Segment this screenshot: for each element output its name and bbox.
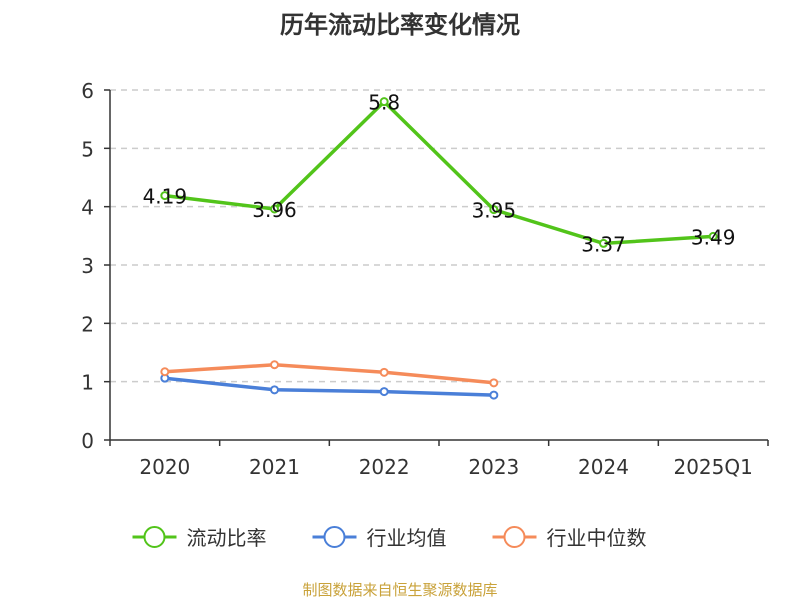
data-point bbox=[160, 367, 170, 377]
data-point bbox=[379, 367, 389, 377]
data-label: 3.37 bbox=[581, 232, 626, 256]
legend-label: 行业中位数 bbox=[547, 526, 647, 550]
legend-item: 行业均值 bbox=[312, 526, 447, 550]
chart-title: 历年流动比率变化情况 bbox=[280, 11, 520, 39]
y-tick-label: 3 bbox=[81, 254, 94, 278]
data-point bbox=[599, 238, 608, 248]
legend-item: 行业中位数 bbox=[492, 526, 647, 550]
data-label: 3.96 bbox=[252, 198, 297, 222]
data-point bbox=[708, 231, 718, 241]
y-tick-label: 2 bbox=[81, 312, 94, 336]
data-label: 3.49 bbox=[691, 225, 736, 249]
x-tick-label: 2023 bbox=[468, 455, 519, 479]
data-point bbox=[160, 191, 170, 201]
data-label: 3.95 bbox=[472, 199, 517, 223]
data-label: 4.19 bbox=[143, 185, 188, 209]
data-point bbox=[379, 97, 389, 107]
data-point bbox=[270, 360, 279, 370]
data-point bbox=[379, 387, 389, 397]
x-tick-label: 2021 bbox=[249, 455, 300, 479]
legend-marker bbox=[503, 526, 526, 548]
source-note: 制图数据来自恒生聚源数据库 bbox=[302, 581, 497, 599]
legend-label: 行业均值 bbox=[367, 526, 447, 550]
y-tick-label: 1 bbox=[81, 371, 94, 395]
y-tick-label: 4 bbox=[81, 196, 94, 220]
data-point bbox=[489, 205, 499, 215]
series-line bbox=[163, 363, 496, 385]
data-point bbox=[270, 385, 279, 395]
legend-marker bbox=[323, 526, 346, 548]
grid-lines bbox=[110, 89, 768, 383]
legend-label: 流动比率 bbox=[187, 526, 267, 550]
legend: 流动比率 行业均值 行业中位数 bbox=[132, 526, 647, 550]
data-point bbox=[489, 378, 499, 388]
x-tick-label: 2025Q1 bbox=[673, 455, 752, 479]
y-tick-label: 5 bbox=[81, 137, 94, 161]
legend-item: 流动比率 bbox=[132, 526, 267, 550]
y-tick-label: 6 bbox=[81, 79, 94, 103]
series-lines bbox=[160, 97, 718, 400]
x-tick-label: 2020 bbox=[139, 455, 190, 479]
series-line bbox=[163, 99, 715, 246]
data-point bbox=[489, 390, 499, 400]
series-line bbox=[163, 376, 496, 397]
axes: 0 1 2 3 4 5 6 2020 2021 2022 2023 2024 2025Q1 bbox=[81, 79, 769, 479]
x-tick-label: 2024 bbox=[578, 455, 629, 479]
data-labels: 4.19 3.96 5.8 3.95 3.37 3.49 bbox=[143, 91, 736, 257]
data-label: 5.8 bbox=[368, 91, 400, 115]
x-tick-label: 2022 bbox=[359, 455, 410, 479]
data-point bbox=[270, 204, 279, 214]
legend-marker bbox=[143, 526, 166, 548]
y-tick-label: 0 bbox=[81, 429, 94, 453]
